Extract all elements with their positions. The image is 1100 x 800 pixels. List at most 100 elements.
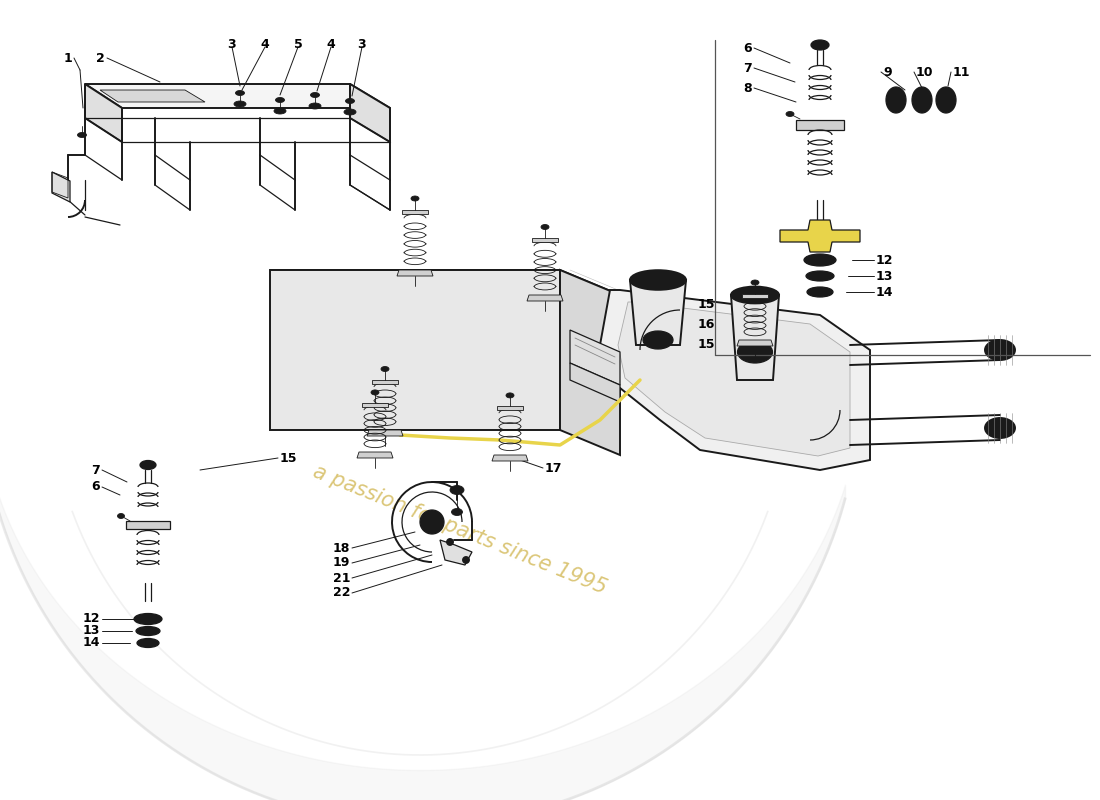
Polygon shape bbox=[497, 406, 522, 410]
Ellipse shape bbox=[912, 87, 932, 113]
Polygon shape bbox=[532, 238, 558, 242]
Text: 10: 10 bbox=[916, 66, 934, 78]
Text: 21: 21 bbox=[332, 571, 350, 585]
Text: 15: 15 bbox=[280, 451, 297, 465]
Ellipse shape bbox=[235, 90, 244, 95]
Text: 4: 4 bbox=[327, 38, 336, 50]
Ellipse shape bbox=[274, 108, 286, 114]
Polygon shape bbox=[618, 302, 850, 456]
Text: 19: 19 bbox=[332, 557, 350, 570]
Polygon shape bbox=[732, 295, 779, 380]
Ellipse shape bbox=[916, 92, 928, 108]
Ellipse shape bbox=[804, 254, 836, 266]
Polygon shape bbox=[270, 270, 560, 430]
Ellipse shape bbox=[936, 87, 956, 113]
Ellipse shape bbox=[430, 520, 434, 524]
Text: 14: 14 bbox=[876, 286, 893, 298]
Polygon shape bbox=[402, 210, 428, 214]
Ellipse shape bbox=[940, 92, 952, 108]
Ellipse shape bbox=[462, 557, 470, 563]
Text: 6: 6 bbox=[744, 42, 752, 54]
Text: 7: 7 bbox=[91, 463, 100, 477]
Ellipse shape bbox=[381, 366, 389, 371]
Ellipse shape bbox=[420, 510, 444, 534]
Ellipse shape bbox=[738, 290, 772, 300]
Ellipse shape bbox=[309, 103, 321, 109]
Text: 9: 9 bbox=[883, 66, 892, 78]
Ellipse shape bbox=[806, 271, 834, 281]
Ellipse shape bbox=[344, 109, 356, 115]
Text: 1: 1 bbox=[64, 51, 72, 65]
Ellipse shape bbox=[118, 514, 124, 518]
Ellipse shape bbox=[630, 270, 686, 290]
Text: 7: 7 bbox=[744, 62, 752, 74]
Text: a passion for parts since 1995: a passion for parts since 1995 bbox=[310, 462, 609, 598]
Ellipse shape bbox=[890, 92, 902, 108]
Ellipse shape bbox=[807, 287, 833, 297]
Ellipse shape bbox=[136, 626, 160, 635]
Text: 3: 3 bbox=[358, 38, 366, 50]
Ellipse shape bbox=[143, 462, 153, 467]
Ellipse shape bbox=[310, 93, 319, 98]
Text: 6: 6 bbox=[91, 481, 100, 494]
Text: 2: 2 bbox=[97, 51, 104, 65]
Text: 12: 12 bbox=[876, 254, 893, 266]
Ellipse shape bbox=[984, 418, 1015, 438]
Text: 13: 13 bbox=[82, 625, 100, 638]
Polygon shape bbox=[85, 84, 122, 142]
Polygon shape bbox=[796, 120, 844, 130]
Text: 17: 17 bbox=[544, 462, 562, 474]
Polygon shape bbox=[560, 270, 620, 455]
Polygon shape bbox=[350, 84, 390, 142]
Polygon shape bbox=[600, 290, 870, 470]
Ellipse shape bbox=[140, 461, 156, 470]
Text: 14: 14 bbox=[82, 637, 100, 650]
Polygon shape bbox=[570, 363, 620, 402]
Ellipse shape bbox=[814, 42, 826, 48]
Ellipse shape bbox=[451, 509, 462, 515]
Ellipse shape bbox=[275, 98, 285, 102]
Ellipse shape bbox=[77, 133, 87, 138]
Text: 8: 8 bbox=[744, 82, 752, 94]
Text: 12: 12 bbox=[82, 613, 100, 626]
Polygon shape bbox=[52, 172, 70, 202]
Polygon shape bbox=[737, 340, 773, 346]
Ellipse shape bbox=[737, 341, 772, 363]
Polygon shape bbox=[270, 270, 620, 295]
Ellipse shape bbox=[751, 280, 759, 285]
Text: 11: 11 bbox=[953, 66, 970, 78]
Text: 5: 5 bbox=[294, 38, 302, 50]
Polygon shape bbox=[527, 295, 563, 301]
Text: 4: 4 bbox=[261, 38, 270, 50]
Ellipse shape bbox=[345, 98, 354, 103]
Ellipse shape bbox=[425, 515, 439, 529]
Text: 15: 15 bbox=[698, 338, 715, 350]
Ellipse shape bbox=[447, 538, 453, 546]
Polygon shape bbox=[780, 220, 860, 252]
Polygon shape bbox=[630, 280, 686, 345]
Ellipse shape bbox=[984, 340, 1015, 360]
Polygon shape bbox=[85, 84, 390, 108]
Polygon shape bbox=[440, 540, 472, 565]
Polygon shape bbox=[100, 90, 205, 102]
Polygon shape bbox=[372, 380, 398, 384]
Ellipse shape bbox=[234, 101, 246, 107]
Text: 13: 13 bbox=[876, 270, 893, 282]
Polygon shape bbox=[367, 430, 403, 436]
Polygon shape bbox=[358, 452, 393, 458]
Text: 15: 15 bbox=[698, 298, 715, 310]
Ellipse shape bbox=[644, 331, 673, 349]
Ellipse shape bbox=[138, 638, 160, 647]
Ellipse shape bbox=[786, 111, 794, 117]
Ellipse shape bbox=[411, 196, 419, 201]
Ellipse shape bbox=[134, 614, 162, 625]
Polygon shape bbox=[570, 330, 620, 385]
Text: 16: 16 bbox=[698, 318, 715, 330]
Ellipse shape bbox=[732, 286, 779, 303]
Polygon shape bbox=[492, 455, 528, 461]
Ellipse shape bbox=[450, 486, 464, 494]
Ellipse shape bbox=[371, 390, 380, 395]
Polygon shape bbox=[397, 270, 433, 276]
Polygon shape bbox=[126, 521, 170, 529]
Text: 18: 18 bbox=[332, 542, 350, 554]
